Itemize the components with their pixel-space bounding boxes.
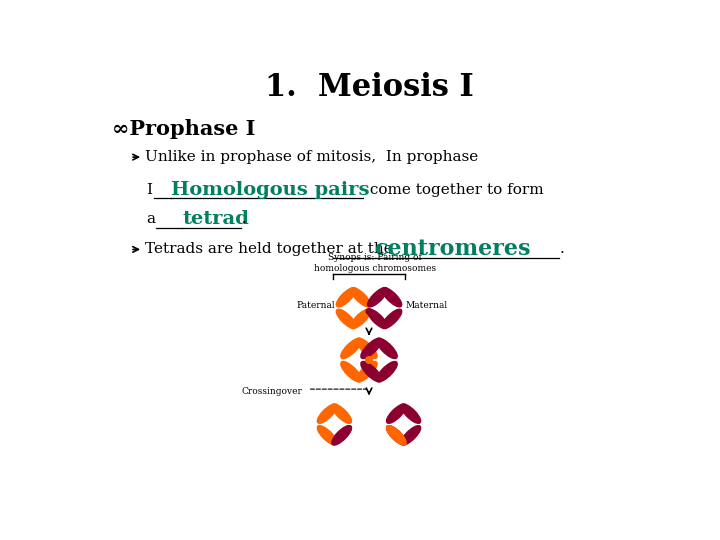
Text: Crossingover: Crossingover — [241, 387, 302, 396]
Text: Paternal: Paternal — [297, 301, 336, 310]
Ellipse shape — [367, 288, 387, 307]
Text: .: . — [242, 212, 246, 226]
Ellipse shape — [377, 338, 397, 359]
Text: come together to form: come together to form — [365, 183, 544, 197]
Ellipse shape — [336, 288, 356, 307]
Ellipse shape — [401, 426, 420, 445]
Text: centromeres: centromeres — [374, 239, 531, 260]
Text: Tetrads are held together at the: Tetrads are held together at the — [145, 242, 392, 256]
Ellipse shape — [336, 309, 356, 328]
Text: Synops is: Pairing of
homologous chromosomes: Synops is: Pairing of homologous chromos… — [313, 253, 436, 273]
Ellipse shape — [341, 361, 361, 382]
Ellipse shape — [387, 426, 406, 445]
Ellipse shape — [366, 357, 372, 363]
Text: tetrad: tetrad — [182, 211, 249, 228]
Ellipse shape — [382, 288, 402, 307]
Ellipse shape — [341, 338, 361, 359]
Ellipse shape — [332, 426, 351, 445]
Ellipse shape — [367, 309, 387, 328]
Text: Unlike in prophase of mitosis,  In prophase: Unlike in prophase of mitosis, In propha… — [145, 150, 478, 164]
Text: 1.  Meiosis I: 1. Meiosis I — [265, 72, 473, 103]
Ellipse shape — [377, 361, 397, 382]
Ellipse shape — [332, 404, 351, 423]
Ellipse shape — [387, 426, 406, 445]
Ellipse shape — [401, 404, 420, 423]
Text: Maternal: Maternal — [405, 301, 447, 310]
Text: I: I — [145, 183, 152, 197]
Ellipse shape — [351, 288, 371, 307]
Ellipse shape — [318, 426, 337, 445]
Ellipse shape — [361, 361, 382, 382]
Ellipse shape — [351, 309, 371, 328]
Text: ∞Prophase I: ∞Prophase I — [112, 119, 256, 139]
Text: a: a — [145, 212, 155, 226]
Ellipse shape — [332, 426, 351, 445]
Ellipse shape — [356, 361, 377, 382]
Ellipse shape — [318, 404, 337, 423]
Ellipse shape — [361, 338, 382, 359]
Ellipse shape — [366, 308, 372, 314]
Ellipse shape — [387, 404, 406, 423]
Ellipse shape — [356, 338, 377, 359]
Text: .: . — [560, 242, 564, 256]
Ellipse shape — [382, 309, 402, 328]
Text: Homologous pairs: Homologous pairs — [171, 180, 369, 199]
